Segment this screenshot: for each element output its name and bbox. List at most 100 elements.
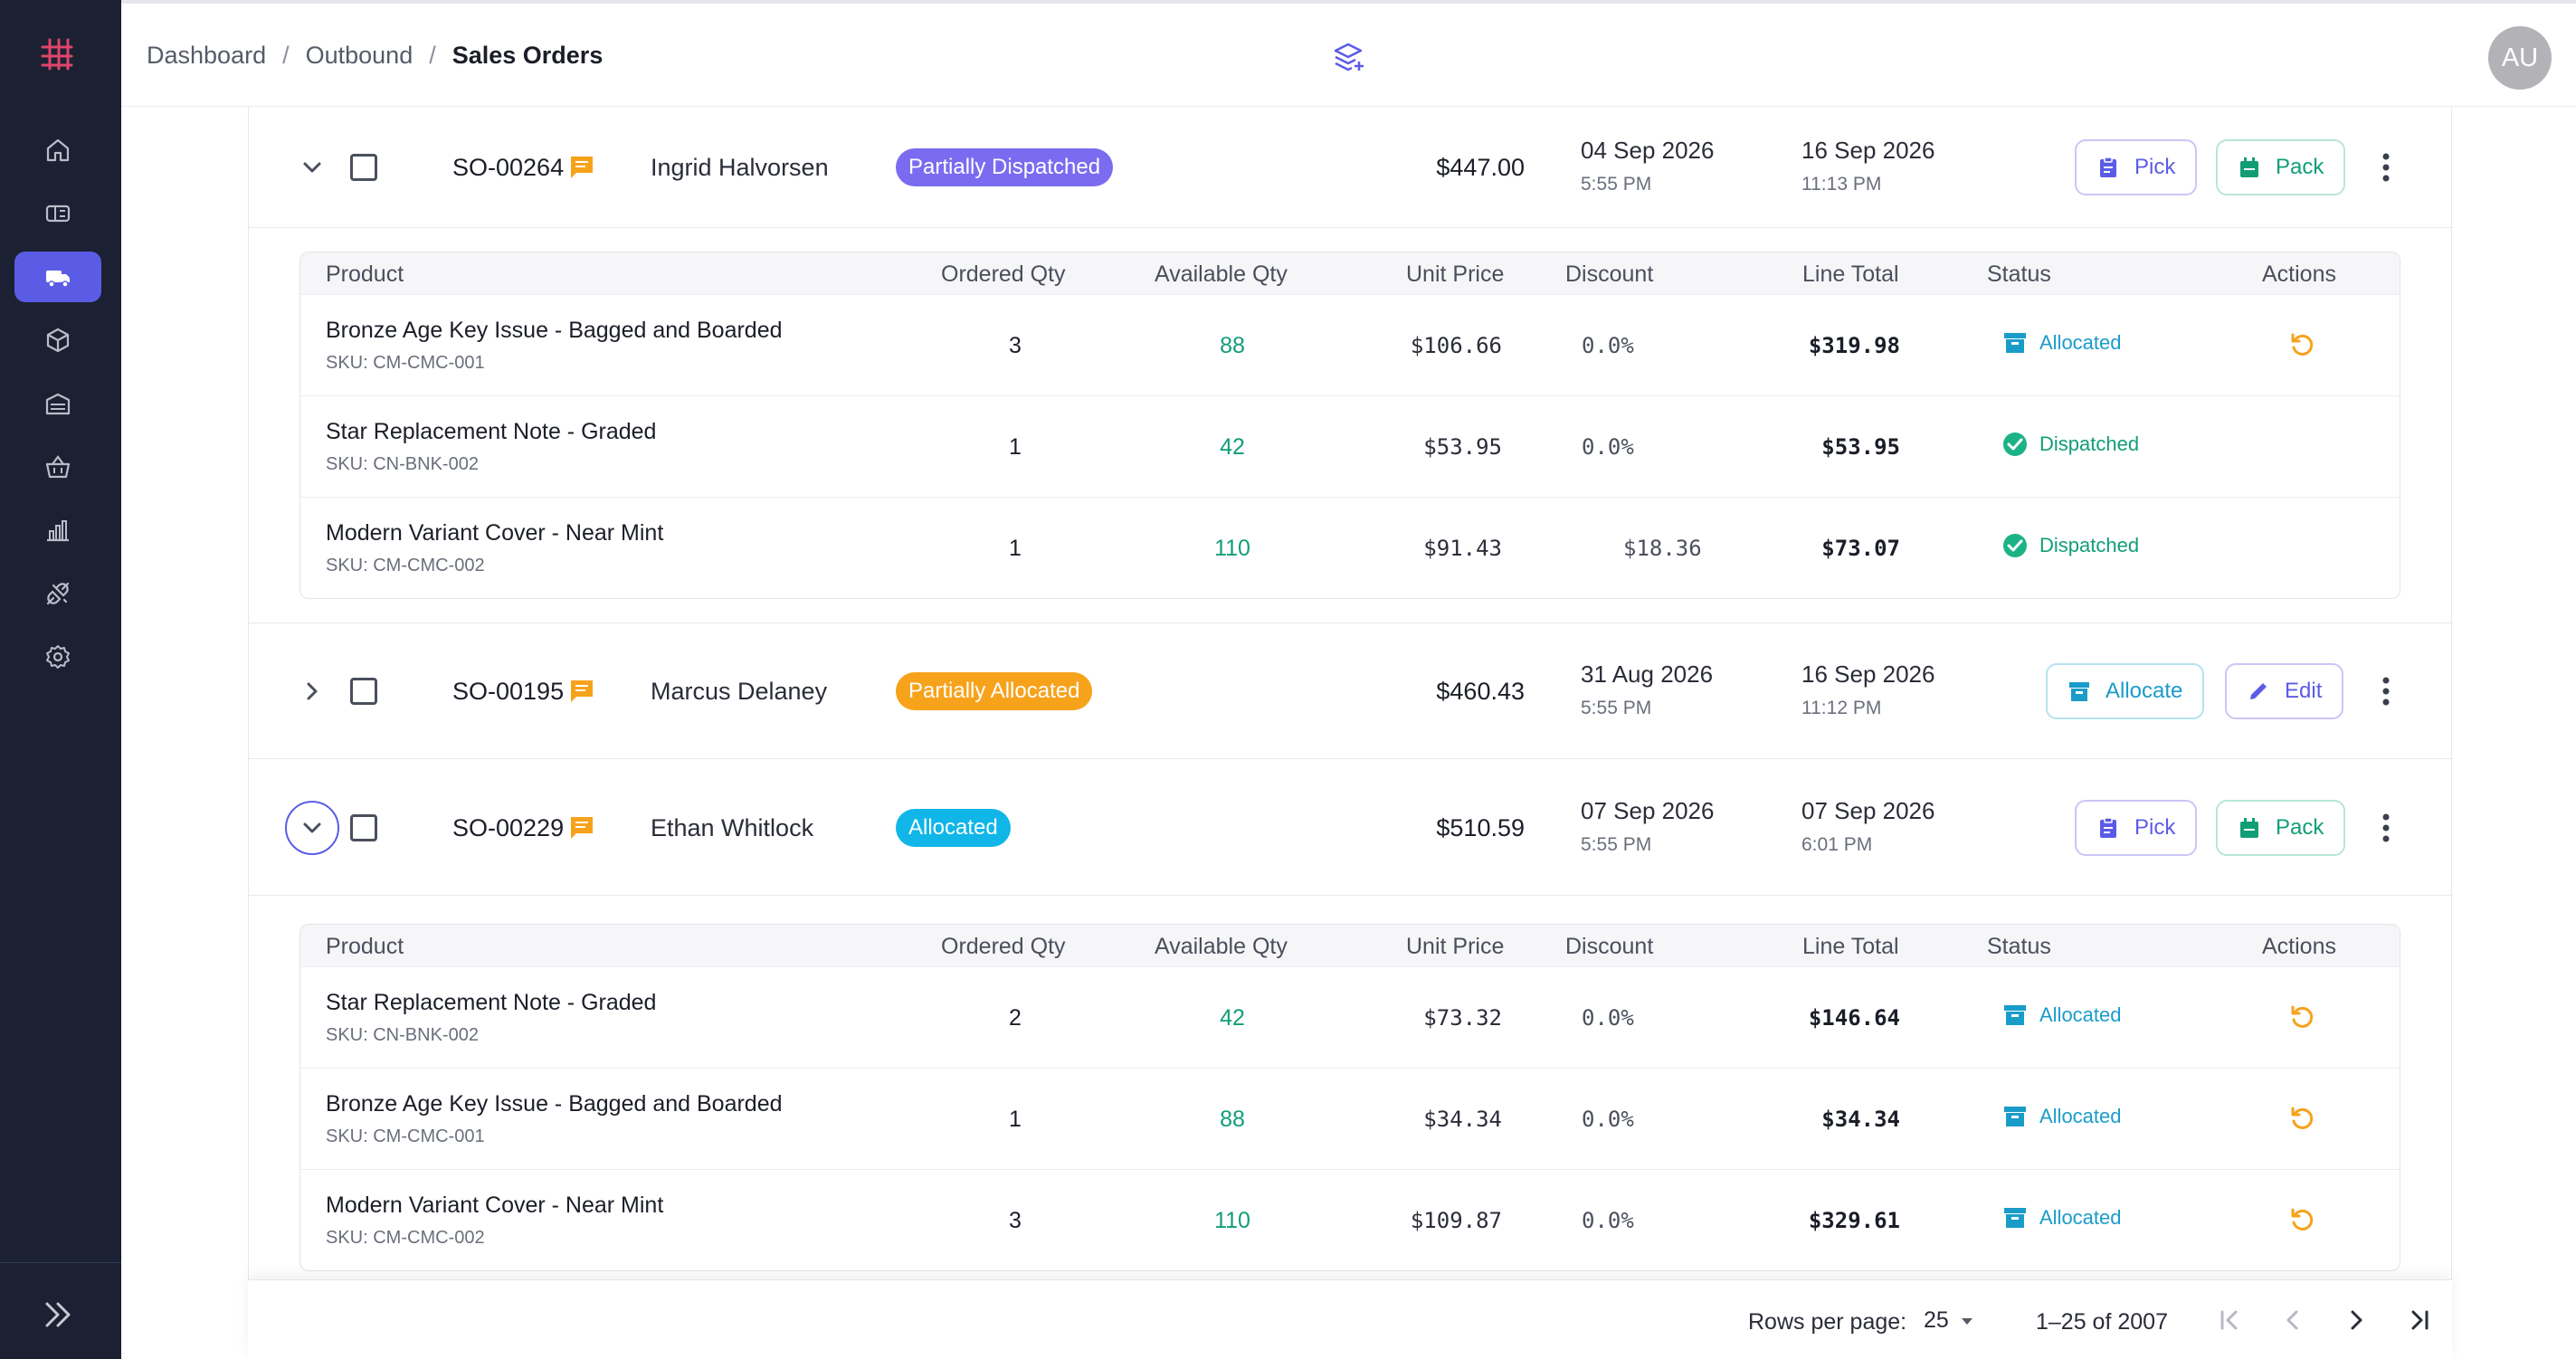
order-date: 04 Sep 2026 5:55 PM: [1581, 137, 1714, 195]
nav-outbound[interactable]: [14, 252, 101, 302]
row-checkbox[interactable]: [350, 813, 377, 841]
order-row[interactable]: SO-00264 Ingrid Halvorsen Partially Disp…: [249, 107, 2453, 228]
product-sku: SKU: CM-CMC-001: [326, 353, 485, 373]
allocate-button[interactable]: Allocate: [2046, 662, 2205, 719]
header-ordered-qty: Ordered Qty: [941, 934, 1066, 959]
more-options-icon[interactable]: [2381, 675, 2391, 708]
collapse-row-button[interactable]: [285, 140, 339, 195]
line-status-label: Dispatched: [2039, 432, 2140, 455]
line-item: Modern Variant Cover - Near Mint SKU: CM…: [300, 1169, 2400, 1270]
comment-icon[interactable]: [567, 153, 596, 182]
updated-date-day: 16 Sep 2026: [1801, 136, 1935, 164]
product-sku: SKU: CM-CMC-001: [326, 1126, 485, 1146]
pack-button[interactable]: Pack: [2216, 138, 2346, 195]
last-page-icon[interactable]: [2403, 1304, 2436, 1336]
status-badge: Partially Allocated: [896, 671, 1093, 710]
sales-orders-table: SO-00264 Ingrid Halvorsen Partially Disp…: [248, 107, 2453, 1359]
line-total: $53.95: [1821, 434, 1900, 460]
expand-row-button[interactable]: [285, 664, 339, 718]
discount: 0.0%: [1582, 1005, 1634, 1031]
expand-sidebar-icon[interactable]: [40, 1297, 76, 1333]
archive-icon: [2004, 1005, 2026, 1025]
package-icon: [2240, 157, 2258, 177]
header-actions: Actions: [2262, 934, 2336, 959]
line-item: Bronze Age Key Issue - Bagged and Boarde…: [300, 294, 2400, 395]
rows-per-page-value: 25: [1924, 1307, 1949, 1333]
breadcrumb-outbound[interactable]: Outbound: [305, 42, 413, 69]
nav-warehouse[interactable]: [14, 378, 101, 429]
undo-icon[interactable]: [2287, 1206, 2316, 1235]
header-product: Product: [326, 934, 404, 959]
header-ordered-qty: Ordered Qty: [941, 261, 1066, 287]
collapse-row-button[interactable]: [285, 800, 339, 855]
header-unit-price: Unit Price: [1406, 934, 1505, 959]
order-row[interactable]: SO-00229 Ethan Whitlock Allocated $510.5…: [249, 760, 2453, 896]
discount: 0.0%: [1582, 1208, 1634, 1233]
archive-icon: [2069, 681, 2089, 701]
order-number[interactable]: SO-00229: [452, 813, 565, 841]
header-available-qty: Available Qty: [1155, 934, 1288, 959]
available-qty: 42: [1220, 1005, 1245, 1031]
previous-page-icon[interactable]: [2277, 1304, 2309, 1336]
undo-icon[interactable]: [2287, 1003, 2316, 1032]
comment-icon[interactable]: [567, 677, 596, 706]
pick-label: Pick: [2134, 154, 2176, 179]
updated-date: 16 Sep 2026 11:12 PM: [1801, 660, 1934, 719]
nav-inbound[interactable]: [14, 442, 101, 492]
breadcrumb-dashboard[interactable]: Dashboard: [147, 42, 267, 69]
order-number[interactable]: SO-00264: [452, 153, 565, 181]
more-options-icon[interactable]: [2381, 151, 2391, 184]
header-product: Product: [326, 261, 404, 287]
order-date: 07 Sep 2026 5:55 PM: [1581, 797, 1714, 856]
layers-icon[interactable]: [1330, 40, 1366, 76]
order-date: 31 Aug 2026 5:55 PM: [1581, 660, 1713, 719]
undo-icon[interactable]: [2287, 1105, 2316, 1134]
nav-settings[interactable]: [14, 632, 101, 682]
next-page-icon[interactable]: [2340, 1304, 2372, 1336]
first-page-icon[interactable]: [2213, 1304, 2246, 1336]
chevron-down-icon: [303, 162, 321, 172]
avatar[interactable]: AU: [2488, 26, 2552, 90]
customer-name: Ethan Whitlock: [651, 813, 814, 841]
undo-icon[interactable]: [2287, 331, 2316, 360]
page-range: 1–25 of 2007: [2036, 1309, 2168, 1335]
pick-button[interactable]: Pick: [2075, 799, 2198, 856]
pick-button[interactable]: Pick: [2075, 138, 2198, 195]
chevron-right-icon: [307, 682, 318, 699]
nav-products[interactable]: [14, 315, 101, 366]
order-date-day: 04 Sep 2026: [1581, 136, 1715, 164]
product-name: Star Replacement Note - Graded: [326, 419, 657, 444]
order-date-time: 5:55 PM: [1581, 173, 1652, 195]
nav-tickets[interactable]: [14, 188, 101, 239]
available-qty: 110: [1214, 536, 1250, 561]
more-options-icon[interactable]: [2381, 812, 2391, 844]
pack-button[interactable]: Pack: [2216, 799, 2346, 856]
ordered-qty: 1: [1009, 536, 1022, 561]
customer-name: Marcus Delaney: [651, 677, 828, 705]
ticket-icon: [45, 204, 71, 223]
rows-per-page-select[interactable]: 25: [1924, 1307, 1976, 1334]
sidebar: [0, 0, 121, 1359]
comment-icon[interactable]: [567, 813, 596, 842]
updated-date-time: 6:01 PM: [1801, 833, 1873, 855]
header-actions: Actions: [2262, 261, 2336, 287]
unit-price: $34.34: [1423, 1107, 1502, 1132]
nav-home[interactable]: [14, 125, 101, 176]
row-checkbox[interactable]: [350, 153, 377, 181]
ordered-qty: 3: [1009, 333, 1022, 358]
ordered-qty: 3: [1009, 1208, 1022, 1233]
nav-reports[interactable]: [14, 505, 101, 556]
line-item: Modern Variant Cover - Near Mint SKU: CM…: [300, 497, 2400, 598]
basket-icon: [45, 455, 71, 479]
check-circle-icon: [2003, 432, 2027, 456]
chevron-down-icon: [303, 822, 321, 832]
nav-integrations[interactable]: [14, 568, 101, 619]
row-checkbox[interactable]: [350, 677, 377, 705]
breadcrumb: Dashboard / Outbound / Sales Orders: [147, 42, 603, 70]
order-row[interactable]: SO-00195 Marcus Delaney Partially Alloca…: [249, 623, 2453, 759]
header-discount: Discount: [1565, 261, 1654, 287]
order-number[interactable]: SO-00195: [452, 677, 565, 705]
line-status: Dispatched: [2001, 431, 2139, 458]
edit-button[interactable]: Edit: [2225, 662, 2344, 719]
discount: 0.0%: [1582, 1107, 1634, 1132]
